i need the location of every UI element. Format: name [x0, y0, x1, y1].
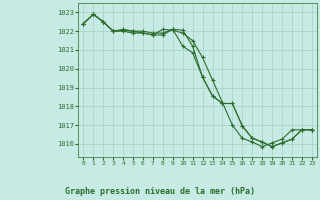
Text: Graphe pression niveau de la mer (hPa): Graphe pression niveau de la mer (hPa)	[65, 187, 255, 196]
